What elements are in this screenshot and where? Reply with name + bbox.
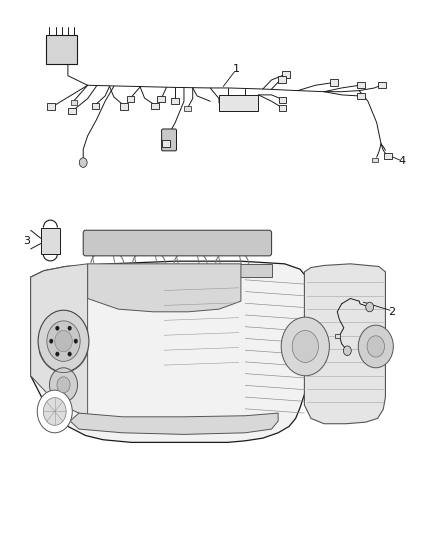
Bar <box>127 96 134 102</box>
Polygon shape <box>70 413 278 434</box>
Bar <box>335 334 340 338</box>
Circle shape <box>57 377 70 393</box>
Circle shape <box>68 326 71 330</box>
Polygon shape <box>31 264 88 416</box>
Circle shape <box>56 326 59 330</box>
Bar <box>357 93 365 99</box>
Circle shape <box>43 398 66 425</box>
Circle shape <box>358 325 393 368</box>
Circle shape <box>37 390 72 433</box>
Circle shape <box>292 330 318 362</box>
Bar <box>120 103 128 110</box>
Circle shape <box>74 339 78 343</box>
Bar <box>68 108 76 114</box>
Circle shape <box>367 336 385 357</box>
Bar <box>162 140 170 147</box>
Bar <box>71 100 77 104</box>
Bar <box>384 153 392 159</box>
Bar <box>41 228 60 254</box>
Bar <box>372 158 378 162</box>
Circle shape <box>281 317 329 376</box>
Text: 2: 2 <box>389 307 396 317</box>
Circle shape <box>49 339 53 343</box>
Bar <box>92 103 99 109</box>
Polygon shape <box>46 35 77 64</box>
Bar <box>378 82 386 88</box>
Bar <box>47 103 55 110</box>
Circle shape <box>68 352 71 356</box>
Bar <box>151 103 159 109</box>
Circle shape <box>38 310 89 372</box>
Bar <box>184 106 191 111</box>
Circle shape <box>47 321 80 361</box>
Polygon shape <box>88 264 241 312</box>
Circle shape <box>55 330 72 352</box>
Bar <box>88 264 272 277</box>
FancyBboxPatch shape <box>83 230 272 256</box>
Bar <box>278 76 286 83</box>
Circle shape <box>79 158 87 167</box>
Bar <box>219 95 258 111</box>
Text: 1: 1 <box>233 64 240 74</box>
Polygon shape <box>304 264 385 424</box>
Bar <box>279 97 286 103</box>
Circle shape <box>343 346 351 356</box>
Bar <box>282 71 290 78</box>
Polygon shape <box>31 261 307 442</box>
Text: 3: 3 <box>24 236 31 246</box>
Circle shape <box>56 352 59 356</box>
Bar <box>157 96 165 102</box>
FancyBboxPatch shape <box>162 129 177 151</box>
Text: 4: 4 <box>399 156 406 166</box>
Bar <box>171 98 179 104</box>
Bar <box>330 79 338 86</box>
Circle shape <box>366 302 374 312</box>
Circle shape <box>49 368 78 402</box>
Bar <box>279 105 286 111</box>
Bar <box>357 82 365 88</box>
